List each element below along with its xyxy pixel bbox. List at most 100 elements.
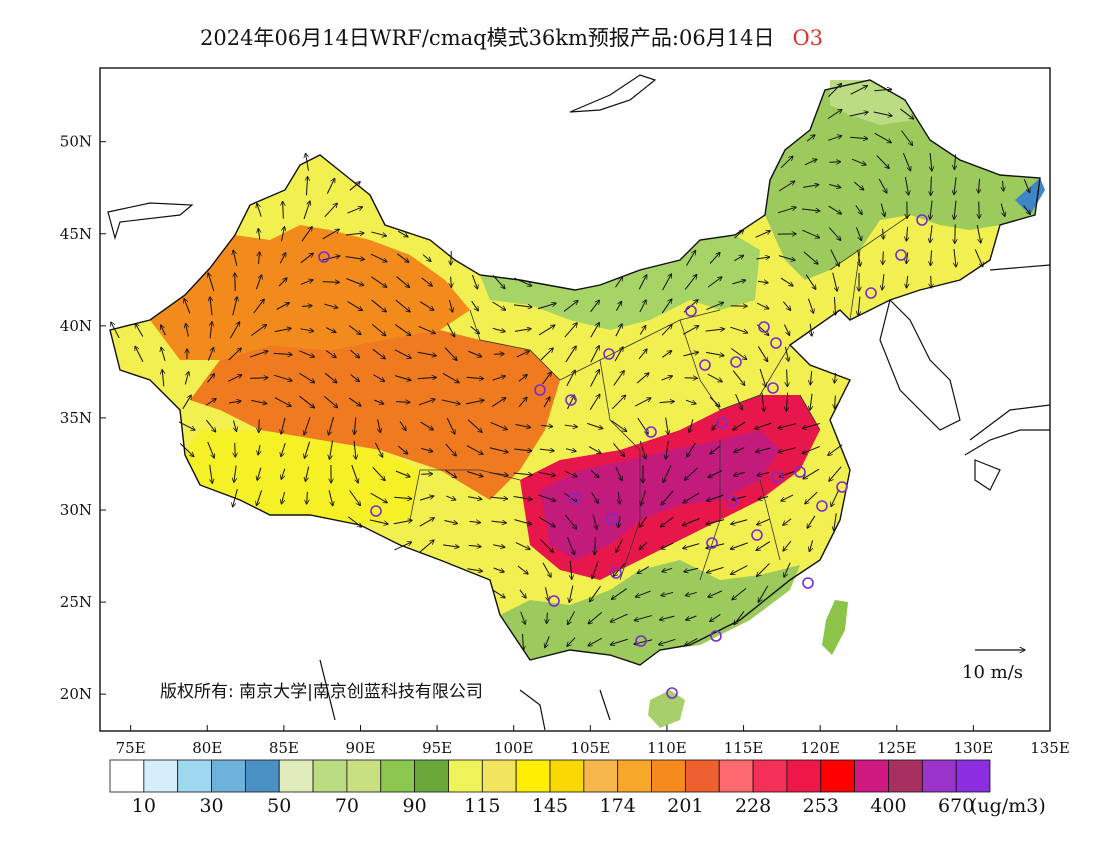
wind-arrow bbox=[828, 227, 841, 241]
wind-arrow bbox=[350, 349, 359, 358]
wind-arrow bbox=[803, 185, 819, 188]
wind-arrow bbox=[639, 516, 647, 528]
xinjiang-zone bbox=[150, 225, 470, 360]
wind-arrow bbox=[492, 275, 505, 288]
neighbor-coastlines bbox=[107, 74, 1050, 731]
wind-arrow bbox=[974, 249, 983, 266]
station-marker bbox=[895, 249, 907, 261]
wind-arrow bbox=[683, 492, 700, 503]
wind-arrow bbox=[834, 372, 835, 383]
lon-tick-label: 135E bbox=[1030, 739, 1070, 757]
wind-arrow bbox=[849, 112, 868, 117]
station-marker bbox=[706, 537, 718, 549]
wind-arrow bbox=[419, 540, 434, 553]
wind-arrow bbox=[590, 323, 600, 338]
wind-arrow bbox=[564, 514, 576, 529]
wind-arrow bbox=[858, 249, 861, 266]
wind-arrow bbox=[570, 560, 572, 580]
lon-tick-label: 130E bbox=[954, 739, 994, 757]
wind-arrow bbox=[259, 419, 260, 432]
wind-arrow bbox=[660, 516, 674, 527]
wind-arrow bbox=[882, 274, 884, 290]
wind-arrow bbox=[324, 203, 338, 218]
wind-arrow bbox=[931, 275, 932, 288]
wind-arrow bbox=[805, 274, 816, 290]
wind-arrow bbox=[538, 516, 555, 527]
wind-arrow bbox=[516, 351, 529, 358]
wind-arrow bbox=[322, 282, 340, 283]
wind-arrow bbox=[373, 374, 384, 382]
wind-arrow bbox=[417, 377, 437, 378]
wind-arrow bbox=[493, 545, 505, 548]
legend-swatch bbox=[211, 759, 246, 793]
wind-arrow bbox=[930, 153, 932, 171]
station-marker bbox=[534, 384, 546, 396]
wind-arrow bbox=[111, 322, 120, 339]
wind-arrow bbox=[756, 447, 771, 452]
wind-arrow bbox=[730, 348, 747, 360]
station-marker bbox=[770, 337, 782, 349]
wind-arrow bbox=[732, 495, 747, 500]
lat-tick-label: 50N bbox=[60, 133, 92, 151]
northeast-tip-zone bbox=[1015, 178, 1045, 215]
lat-tick-label: 25N bbox=[60, 593, 92, 611]
wind-arrow bbox=[1023, 179, 1029, 192]
wind-arrow bbox=[569, 585, 574, 603]
wind-arrow bbox=[732, 587, 747, 600]
wind-arrow bbox=[876, 155, 889, 169]
wind-arrow bbox=[807, 298, 813, 313]
wind-arrow bbox=[467, 419, 482, 433]
station-marker bbox=[685, 305, 697, 317]
station-marker bbox=[794, 466, 806, 478]
wind-arrow bbox=[807, 515, 816, 528]
wind-arrow bbox=[208, 273, 215, 292]
wind-arrow bbox=[705, 329, 725, 331]
wind-arrow bbox=[210, 322, 212, 339]
wind-arrow bbox=[257, 203, 262, 217]
wind-arrow bbox=[351, 464, 358, 483]
wind-arrow bbox=[566, 537, 574, 555]
wind-arrow bbox=[418, 399, 435, 406]
wind-arrow bbox=[638, 275, 646, 290]
wind-arrow bbox=[349, 490, 361, 506]
wind-arrow bbox=[281, 443, 286, 456]
wind-arrow bbox=[684, 567, 699, 572]
wind-vectors bbox=[111, 83, 1030, 650]
wind-arrow bbox=[540, 539, 553, 553]
wind-arrow bbox=[883, 228, 884, 239]
wind-arrow bbox=[283, 201, 284, 219]
wind-arrow bbox=[256, 490, 263, 505]
wind-arrow bbox=[707, 373, 722, 382]
wind-arrow bbox=[566, 370, 575, 387]
wind-arrow bbox=[615, 324, 622, 337]
wind-arrow bbox=[207, 374, 215, 383]
wind-arrow bbox=[348, 325, 361, 334]
wind-arrow bbox=[828, 444, 843, 456]
wind-arrow bbox=[325, 350, 336, 357]
wind-arrow bbox=[374, 442, 382, 457]
wind-arrow bbox=[660, 615, 675, 620]
wind-arrow bbox=[851, 158, 866, 165]
wind-arrow bbox=[683, 326, 698, 335]
wind-arrow bbox=[306, 177, 307, 196]
wind-arrow bbox=[354, 440, 356, 459]
wind-arrow bbox=[446, 417, 455, 434]
wind-arrow bbox=[543, 397, 550, 408]
city-stations bbox=[318, 214, 928, 699]
wind-arrow bbox=[756, 257, 769, 259]
wind-arrow bbox=[446, 322, 454, 337]
wind-arrow bbox=[592, 514, 597, 530]
wind-arrow bbox=[372, 467, 385, 480]
station-marker bbox=[606, 513, 618, 525]
wind-arrow bbox=[708, 590, 723, 597]
wind-arrow bbox=[784, 346, 788, 361]
wind-arrow bbox=[762, 392, 764, 412]
wind-arrow bbox=[446, 495, 455, 500]
wind-arrow bbox=[634, 615, 652, 621]
wind-arrow bbox=[707, 494, 724, 501]
wind-arrow bbox=[513, 496, 533, 500]
wind-arrow bbox=[513, 305, 532, 307]
species-label: O3 bbox=[792, 26, 824, 50]
wind-arrow bbox=[906, 252, 907, 263]
